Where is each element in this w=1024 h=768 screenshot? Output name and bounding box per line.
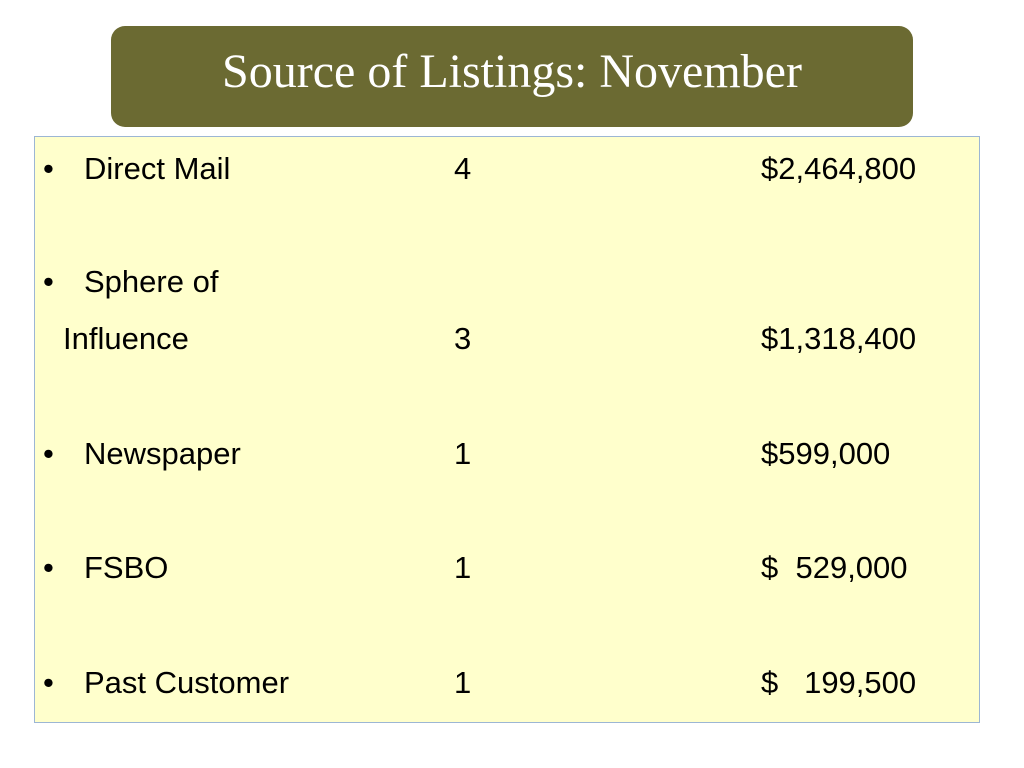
listing-count: 1 xyxy=(454,665,472,700)
listing-amount: $599,000 xyxy=(761,436,891,471)
listing-count: 1 xyxy=(454,550,472,585)
title-banner: Source of Listings: November xyxy=(111,26,913,127)
source-label: Influence xyxy=(63,321,189,356)
listing-count: 3 xyxy=(454,321,472,356)
source-label: FSBO xyxy=(84,550,169,585)
list-item-fsbo: • FSBO 1 $ 529,000 xyxy=(35,548,979,588)
source-label: Direct Mail xyxy=(84,151,231,186)
bullet-icon: • xyxy=(43,665,54,700)
page-title: Source of Listings: November xyxy=(222,44,802,98)
source-label: Past Customer xyxy=(84,665,290,700)
listing-amount: $ 529,000 xyxy=(761,550,908,585)
listing-amount: $ 199,500 xyxy=(761,665,917,700)
bullet-icon: • xyxy=(43,264,54,299)
list-item-newspaper: • Newspaper 1 $599,000 xyxy=(35,434,979,474)
list-item-direct-mail: • Direct Mail 4 $2,464,800 xyxy=(35,149,979,189)
listing-count: 1 xyxy=(454,436,472,471)
source-label: Sphere of xyxy=(84,264,219,299)
list-item-sphere-of-influence-continued: Influence 3 $1,318,400 xyxy=(35,319,979,359)
list-item-sphere-of-influence: • Sphere of xyxy=(35,262,979,302)
listings-panel: • Direct Mail 4 $2,464,800 • Sphere of I… xyxy=(34,136,980,723)
bullet-icon: • xyxy=(43,436,54,471)
list-item-past-customer: • Past Customer 1 $ 199,500 xyxy=(35,663,979,703)
listing-count: 4 xyxy=(454,151,472,186)
source-label: Newspaper xyxy=(84,436,241,471)
listing-amount: $1,318,400 xyxy=(761,321,917,356)
listing-amount: $2,464,800 xyxy=(761,151,917,186)
bullet-icon: • xyxy=(43,151,54,186)
bullet-icon: • xyxy=(43,550,54,585)
